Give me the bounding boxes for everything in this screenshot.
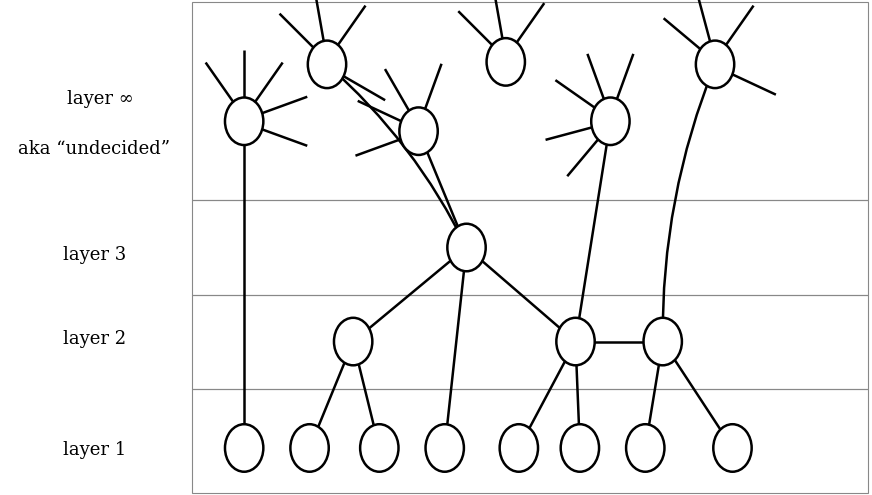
Ellipse shape [696,41,734,88]
Ellipse shape [360,424,399,472]
Text: aka “undecided”: aka “undecided” [18,140,170,157]
Text: layer 3: layer 3 [63,246,126,264]
Ellipse shape [500,424,538,472]
Ellipse shape [556,318,595,365]
Text: layer 1: layer 1 [63,442,126,459]
Text: layer 2: layer 2 [63,330,126,348]
Ellipse shape [713,424,752,472]
Ellipse shape [591,98,630,145]
Bar [192,295,868,389]
Ellipse shape [426,424,464,472]
Text: layer ∞: layer ∞ [67,90,133,108]
Bar [192,389,868,493]
Ellipse shape [399,107,438,155]
Ellipse shape [334,318,372,365]
Ellipse shape [290,424,329,472]
Bar [192,2,868,200]
Ellipse shape [447,224,486,271]
Bar [192,200,868,295]
Ellipse shape [225,98,263,145]
Ellipse shape [626,424,664,472]
Ellipse shape [644,318,682,365]
Ellipse shape [487,38,525,86]
Ellipse shape [561,424,599,472]
Ellipse shape [308,41,346,88]
Ellipse shape [225,424,263,472]
